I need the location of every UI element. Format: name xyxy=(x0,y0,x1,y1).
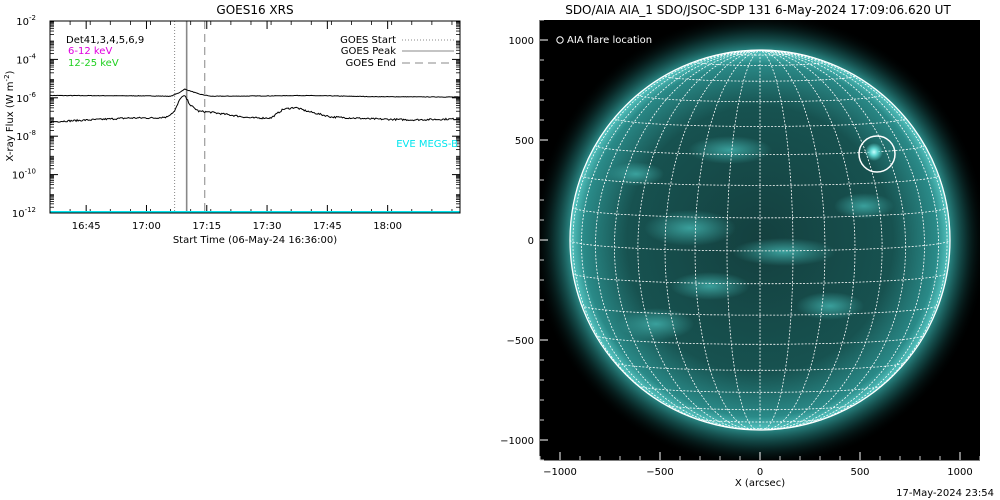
goes-band-label-12-25: 12-25 keV xyxy=(68,58,119,69)
aia-y-tick-label: −500 xyxy=(507,336,534,347)
aia-grid-line xyxy=(572,50,761,420)
goes-x-tick-label: 16:45 xyxy=(72,221,101,232)
goes-y-label-close: ) xyxy=(5,70,16,74)
aia-solar-limb xyxy=(569,49,951,431)
aia-active-region xyxy=(834,193,894,219)
aia-grid-line xyxy=(759,50,883,430)
aia-grid-line xyxy=(759,50,856,430)
flare-legend-label: AIA flare location xyxy=(567,35,652,46)
goes-x-axis-label: Start Time (06-May-24 16:36:00) xyxy=(173,235,337,246)
goes-x-tick-label: 17:45 xyxy=(313,221,342,232)
aia-x-tick-labels: −1000 −500 0 500 1000 xyxy=(543,467,973,478)
goes-x-tick-label: 17:00 xyxy=(132,221,161,232)
aia-grid-line xyxy=(726,50,761,430)
svg-text:X-ray Flux (W m-2): X-ray Flux (W m-2) xyxy=(3,70,16,161)
aia-grid-line xyxy=(637,50,761,430)
legend-goes-start-label: GOES Start xyxy=(340,35,396,46)
aia-active-region xyxy=(688,136,772,164)
goes-y-tick-label: 10-6 xyxy=(16,91,36,105)
aia-grid-line xyxy=(665,404,855,411)
legend-goes-peak-label: GOES Peak xyxy=(341,46,396,57)
aia-grid-line xyxy=(581,304,939,316)
goes-x-tick-label: 17:30 xyxy=(253,221,282,232)
aia-y-tick-label: 0 xyxy=(528,236,534,247)
goes-xrs-panel: GOES16 XRS X-ray Flux (W m-2) 10-210-410… xyxy=(3,3,461,246)
goes-eve-megs-b-label: EVE MEGS-B xyxy=(396,139,458,150)
generation-timestamp: 17-May-2024 23:54 xyxy=(896,488,994,499)
aia-active-region xyxy=(732,238,836,266)
goes-y-tick-label: 10-2 xyxy=(16,14,36,28)
aia-active-region xyxy=(608,162,664,186)
aia-grid-line xyxy=(581,50,761,428)
aia-grid-line xyxy=(759,50,939,428)
aia-grid-line xyxy=(637,385,883,393)
aia-active-region xyxy=(644,210,736,246)
goes-x-tick-label: 17:15 xyxy=(192,221,221,232)
goes-legend: GOES Start GOES Peak GOES End xyxy=(340,35,454,69)
aia-x-tick-label: −500 xyxy=(646,467,673,478)
aia-y-tick-label: −1000 xyxy=(500,436,534,447)
aia-flare-brightening xyxy=(865,143,883,161)
aia-grid-line xyxy=(759,50,826,430)
legend-goes-end-label: GOES End xyxy=(346,58,396,69)
goes-y-label-exponent: -2 xyxy=(3,74,11,81)
flare-legend-circle-icon xyxy=(556,36,564,44)
aia-grid-line xyxy=(664,50,761,430)
goes-x-tick-labels: 16:45 17:00 17:15 17:30 17:45 18:00 xyxy=(72,221,402,232)
goes-series-lines xyxy=(49,88,461,213)
goes-plot-frame xyxy=(49,20,461,214)
goes-title: GOES16 XRS xyxy=(216,3,293,17)
goes-y-label-text: X-ray Flux (W m xyxy=(5,81,16,161)
aia-axis-ticks xyxy=(539,19,981,461)
aia-y-tick-label: 1000 xyxy=(509,36,534,47)
aia-y-tick-label: 500 xyxy=(515,136,534,147)
goes-detectors-label: Det41,3,4,5,6,9 xyxy=(66,35,144,46)
aia-active-region xyxy=(796,292,864,320)
aia-flare-location-circle xyxy=(858,135,896,173)
aia-x-axis-label: X (arcsec) xyxy=(735,478,785,489)
aia-y-tick-labels: −1000 −500 0 500 1000 xyxy=(500,36,534,447)
aia-x-tick-label: 500 xyxy=(850,467,869,478)
aia-grid-line xyxy=(694,50,761,430)
aia-grid-line xyxy=(759,50,794,430)
goes-y-tick-label: 10-8 xyxy=(16,129,36,143)
goes-y-tick-label: 10-4 xyxy=(16,52,36,66)
goes-series-short xyxy=(49,95,461,124)
aia-title: SDO/AIA AIA_1 SDO/JSOC-SDP 131 6-May-202… xyxy=(565,3,951,17)
aia-active-region xyxy=(618,308,694,340)
goes-y-tick-label: 10-10 xyxy=(12,168,36,182)
aia-grid-line xyxy=(664,75,856,82)
goes-y-axis-label: X-ray Flux (W m-2) xyxy=(3,70,16,161)
goes-band-label-6-12: 6-12 keV xyxy=(68,46,112,57)
aia-grid-line xyxy=(572,273,948,285)
goes-series-long xyxy=(49,88,461,98)
goes-x-tick-label: 18:00 xyxy=(373,221,402,232)
aia-x-tick-label: −1000 xyxy=(543,467,577,478)
aia-grid-line xyxy=(572,206,948,219)
goes-event-markers xyxy=(174,21,206,213)
aia-x-tick-label: 0 xyxy=(757,467,763,478)
aia-image-panel: SDO/AIA AIA_1 SDO/JSOC-SDP 131 6-May-202… xyxy=(500,3,981,489)
aia-grid-line xyxy=(637,94,883,103)
aia-grid-line xyxy=(759,50,948,420)
goes-y-tick-labels: 10-2 10-4 10-6 10-8 10-10 10-12 xyxy=(12,14,37,220)
aia-active-region xyxy=(670,272,750,300)
goes-y-tick-label: 10-12 xyxy=(12,206,36,220)
aia-flare-legend: AIA flare location xyxy=(556,35,652,46)
aia-x-tick-label: 1000 xyxy=(947,467,972,478)
